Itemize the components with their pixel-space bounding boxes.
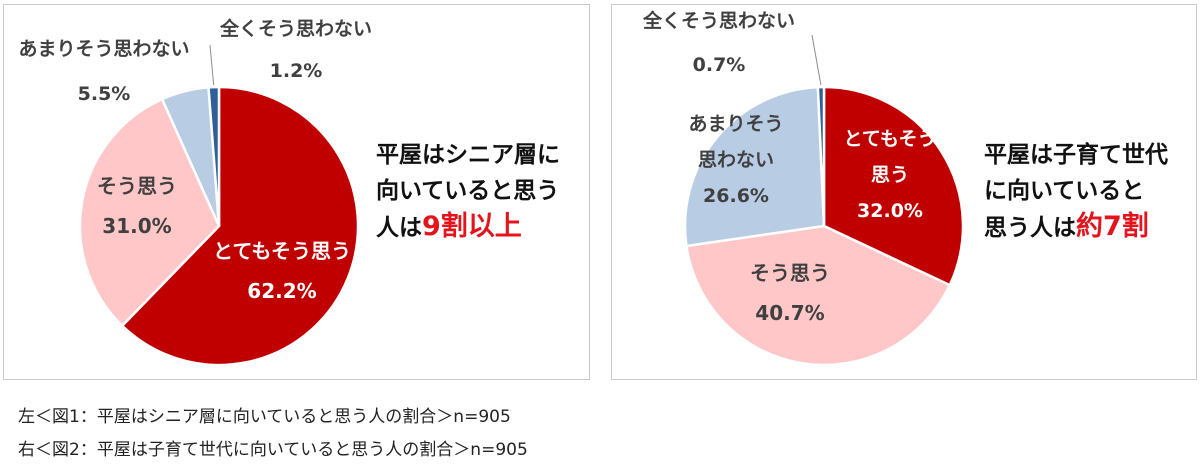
pie-slice-1 — [822, 85, 965, 287]
leader-line-4 — [811, 34, 822, 86]
callout-left: 平屋はシニア層に 向いていると思う 人は9割以上 — [376, 137, 560, 246]
pie-slice-2 — [78, 97, 221, 328]
data-label-4: 全くそう思わない 0.7% — [642, 9, 795, 76]
callout-right: 平屋は子育て世代 に向いていると 思う人は約7割 — [984, 137, 1168, 246]
pie-chart-left: とてもそう思う 62.2% そう思う 31.0% あまりそう思わない 5.5% 全くそう思わ… — [18, 17, 372, 367]
leader-line-4 — [209, 44, 215, 86]
pie-slices — [78, 85, 360, 367]
callout-line-3: 思う人は約7割 — [984, 211, 1149, 242]
pie-slice-3 — [683, 85, 826, 248]
pie-slices — [683, 85, 965, 367]
data-label-2: そう思う 31.0% — [97, 174, 177, 238]
figure-caption-2: 右＜図2：平屋は子育て世代に向いていると思う人の割合＞n=905 — [18, 440, 528, 460]
callout-line-2: 向いていると思う — [376, 178, 560, 204]
data-label-1: とてもそう思う 62.2% — [213, 239, 351, 303]
callout-line-2: に向いていると — [984, 178, 1145, 204]
pie-slice-4 — [207, 85, 221, 227]
pie-slice-1 — [120, 85, 360, 367]
figure-caption-1: 左＜図1：平屋はシニア層に向いていると思う人の割合＞n=905 — [18, 407, 511, 427]
chart-panel-left: とてもそう思う 62.2% そう思う 31.0% あまりそう思わない 5.5% 全くそう思わ… — [3, 4, 590, 380]
data-label-3: あまりそう思わない 5.5% — [18, 38, 189, 105]
data-label-1: とてもそう思う 32.0% — [843, 128, 936, 222]
chart-panel-right: とてもそう思う 32.0% そう思う 40.7% あまりそう思わない 26.6% 全くそう思… — [611, 4, 1197, 380]
callout-highlight: 9割以上 — [422, 211, 522, 242]
data-label-2: そう思う 40.7% — [750, 261, 830, 325]
callout-line-3: 人は9割以上 — [376, 211, 522, 242]
data-label-3: あまりそう思わない 26.6% — [688, 113, 783, 207]
callout-line-1: 平屋は子育て世代 — [984, 142, 1168, 168]
pie-slice-4 — [816, 85, 826, 227]
pie-chart-right: とてもそう思う 32.0%そう思う 40.7% あまりそう思わない 26.6% 全くそう思… — [642, 9, 965, 367]
callout-highlight: 約7割 — [1076, 211, 1149, 242]
data-label-4: 全くそう思わない 1.2% — [219, 17, 372, 82]
pie-slice-2 — [685, 224, 952, 367]
callout-line-1: 平屋はシニア層に — [376, 142, 560, 168]
